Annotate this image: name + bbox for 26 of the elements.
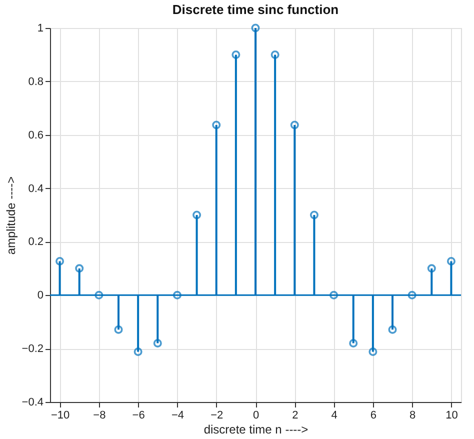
x-tick-label: 8 bbox=[410, 410, 416, 422]
x-tick-label: 10 bbox=[446, 410, 458, 422]
y-tick-label: 0.8 bbox=[28, 76, 44, 88]
point bbox=[330, 290, 338, 300]
x-tick-label: −4 bbox=[171, 410, 184, 422]
y-tick-label: −0.2 bbox=[22, 343, 44, 356]
x-tick-label: −10 bbox=[50, 410, 70, 422]
x-tick-label: 6 bbox=[370, 410, 376, 422]
point bbox=[172, 290, 182, 300]
x-tick-label: 4 bbox=[331, 410, 338, 422]
point bbox=[408, 290, 416, 300]
y-tick-label: −0.4 bbox=[22, 396, 44, 408]
x-tick-label: −2 bbox=[210, 410, 224, 422]
y-tick-label: 0.6 bbox=[28, 129, 44, 142]
y-axis-title: amplitude ----> bbox=[4, 176, 18, 255]
x-tick-label: 0 bbox=[252, 410, 260, 422]
y-tick-label: 0.2 bbox=[28, 236, 44, 248]
y-tick-label: 1 bbox=[37, 22, 44, 34]
x-tick-label: −6 bbox=[132, 410, 145, 422]
x-tick-label: 2 bbox=[292, 410, 298, 422]
y-tick-label: 0.4 bbox=[28, 182, 44, 195]
x-tick-label: −8 bbox=[93, 410, 106, 422]
chart-title: Discrete time sinc function bbox=[172, 2, 339, 18]
x-axis-title: discrete time n ----> bbox=[204, 422, 308, 436]
y-tick-label: 0 bbox=[37, 290, 44, 302]
point bbox=[94, 290, 104, 300]
